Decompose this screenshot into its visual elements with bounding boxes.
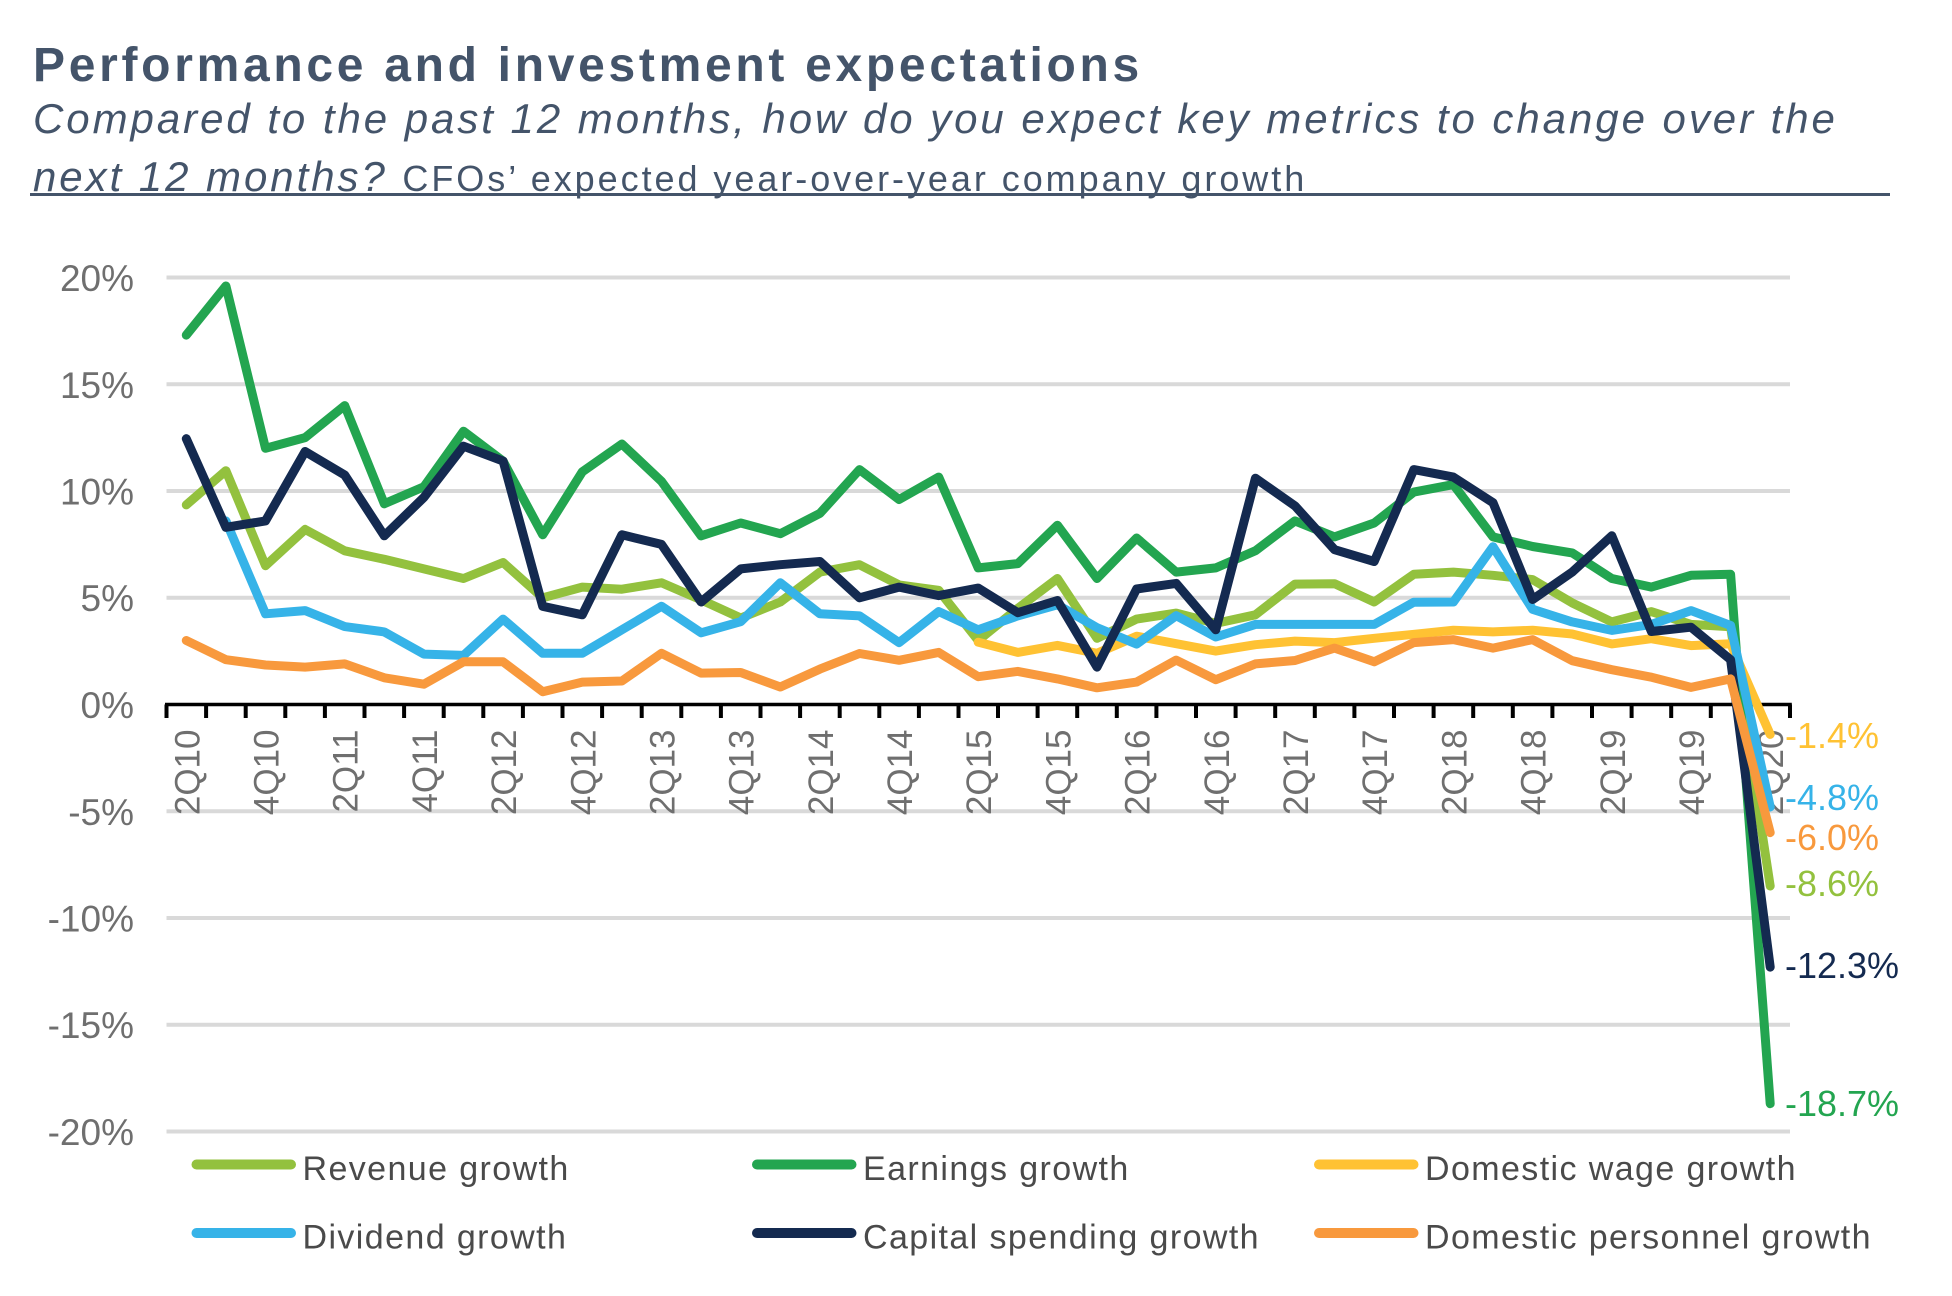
svg-text:-12.3%: -12.3% [1785,945,1899,986]
svg-text:-6.0%: -6.0% [1785,817,1879,858]
svg-text:2Q10: 2Q10 [168,730,207,816]
svg-text:5%: 5% [81,578,134,619]
svg-text:10%: 10% [60,472,134,513]
svg-text:-8.6%: -8.6% [1785,863,1879,904]
svg-text:Domestic wage growth: Domestic wage growth [1425,1150,1797,1188]
svg-text:-15%: -15% [48,1005,134,1046]
svg-text:Domestic personnel growth: Domestic personnel growth [1425,1219,1872,1257]
svg-text:2Q13: 2Q13 [644,730,683,816]
svg-text:-18.7%: -18.7% [1785,1083,1899,1124]
svg-text:4Q10: 4Q10 [248,730,287,816]
svg-text:Dividend growth: Dividend growth [303,1219,568,1257]
svg-text:20%: 20% [60,258,134,299]
svg-text:Earnings growth: Earnings growth [863,1150,1130,1188]
svg-text:4Q17: 4Q17 [1356,730,1395,816]
svg-text:-5%: -5% [68,792,134,833]
svg-text:4Q15: 4Q15 [1039,730,1078,816]
svg-text:4Q18: 4Q18 [1515,730,1554,816]
svg-text:2Q17: 2Q17 [1277,730,1316,816]
svg-text:4Q16: 4Q16 [1198,730,1237,816]
svg-text:4Q12: 4Q12 [564,730,603,816]
svg-text:0%: 0% [81,685,134,726]
svg-text:Revenue growth: Revenue growth [303,1150,570,1188]
svg-text:2Q14: 2Q14 [802,730,841,816]
svg-text:2Q18: 2Q18 [1435,730,1474,816]
svg-text:2Q16: 2Q16 [1119,730,1158,816]
svg-text:4Q11: 4Q11 [406,730,445,813]
svg-text:2Q15: 2Q15 [960,729,999,815]
svg-text:-4.8%: -4.8% [1785,777,1879,818]
svg-text:-20%: -20% [48,1112,134,1153]
svg-text:-1.4%: -1.4% [1785,715,1879,756]
svg-text:2Q19: 2Q19 [1594,730,1633,816]
svg-text:4Q14: 4Q14 [881,730,920,816]
svg-text:4Q19: 4Q19 [1673,730,1712,816]
svg-text:-10%: -10% [48,899,134,940]
svg-text:15%: 15% [60,365,134,406]
svg-text:2Q12: 2Q12 [485,730,524,816]
svg-text:2Q11: 2Q11 [327,730,366,813]
svg-text:4Q13: 4Q13 [723,730,762,816]
svg-text:Capital spending growth: Capital spending growth [863,1219,1260,1257]
